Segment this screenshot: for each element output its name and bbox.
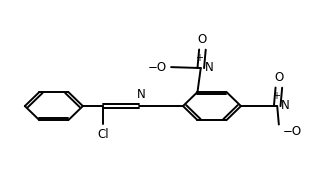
Text: O: O <box>274 71 283 84</box>
Text: N: N <box>281 99 290 112</box>
Text: −O: −O <box>283 125 302 139</box>
Text: −O: −O <box>148 61 167 74</box>
Text: +: + <box>195 53 203 63</box>
Text: O: O <box>198 33 207 46</box>
Text: +: + <box>272 91 280 101</box>
Text: N: N <box>205 61 213 74</box>
Text: Cl: Cl <box>97 128 109 141</box>
Text: N: N <box>137 89 145 101</box>
